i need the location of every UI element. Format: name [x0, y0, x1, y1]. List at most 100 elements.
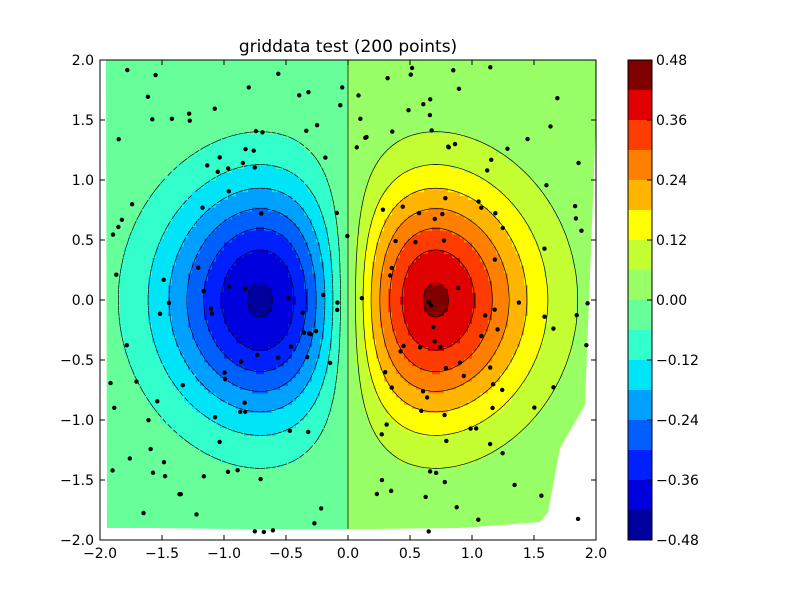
contour-cell — [106, 253, 109, 259]
contour-cell — [252, 485, 257, 491]
contour-cell — [240, 338, 245, 344]
contour-cell — [152, 520, 157, 526]
contour-cell — [252, 427, 257, 433]
contour-cell — [248, 520, 253, 526]
contour-cell — [164, 509, 169, 514]
contour-cell — [164, 501, 169, 506]
contour-cell — [184, 361, 189, 367]
contour-cell — [208, 458, 213, 464]
contour-cell — [188, 443, 193, 448]
contour-cell — [228, 311, 233, 317]
contour-cell — [172, 296, 177, 301]
contour-cell — [180, 423, 185, 429]
contour-cell — [208, 245, 213, 251]
contour-cell — [180, 180, 185, 185]
contour-cell — [176, 199, 181, 204]
contour-cell — [236, 121, 241, 127]
contour-cell — [176, 152, 181, 158]
contour-cell — [124, 203, 129, 208]
contour-cell — [106, 520, 109, 526]
contour-cell — [200, 377, 205, 382]
contour-cell — [112, 431, 117, 437]
contour-cell — [204, 385, 209, 390]
contour-cell — [228, 121, 233, 127]
contour-cell — [240, 269, 245, 274]
contour-cell — [152, 187, 157, 193]
contour-cell — [144, 493, 149, 499]
contour-cell — [256, 241, 261, 247]
contour-cell — [244, 327, 249, 332]
contour-cell — [252, 423, 257, 429]
contour-cell — [204, 79, 209, 84]
contour-cell — [196, 210, 201, 216]
contour-cell — [108, 315, 113, 320]
contour-cell — [248, 75, 253, 80]
contour-cell — [132, 276, 137, 282]
contour-cell — [220, 346, 225, 351]
contour-cell — [236, 420, 241, 425]
contour-cell — [172, 377, 177, 382]
contour-cell — [148, 75, 153, 80]
contour-cell — [252, 369, 257, 375]
contour-cell — [212, 87, 217, 92]
contour-cell — [188, 265, 193, 270]
contour-cell — [132, 319, 137, 324]
contour-cell — [188, 408, 193, 413]
contour-cell — [256, 125, 261, 131]
contour-cell — [208, 485, 213, 491]
contour-cell — [184, 435, 189, 440]
contour-cell — [180, 520, 185, 526]
contour-cell — [124, 195, 129, 200]
contour-cell — [212, 307, 217, 313]
contour-cell — [240, 431, 245, 437]
contour-cell — [176, 520, 181, 526]
contour-cell — [164, 164, 169, 169]
contour-cell — [176, 524, 181, 529]
contour-cell — [148, 420, 153, 425]
contour-cell — [132, 238, 137, 243]
contour-cell — [172, 79, 177, 84]
contour-cell — [192, 203, 197, 208]
contour-cell — [212, 466, 217, 471]
contour-cell — [116, 416, 121, 421]
contour-cell — [184, 98, 189, 104]
contour-cell — [156, 330, 161, 336]
contour-cell — [124, 369, 129, 375]
contour-cell — [120, 187, 125, 193]
contour-cell — [216, 358, 221, 363]
contour-cell — [216, 319, 221, 324]
contour-cell — [200, 516, 205, 522]
contour-cell — [188, 284, 193, 289]
contour-cell — [208, 303, 213, 309]
contour-cell — [148, 311, 153, 317]
contour-cell — [144, 210, 149, 216]
contour-cell — [252, 354, 257, 359]
contour-cell — [220, 478, 225, 483]
contour-cell — [172, 420, 177, 425]
contour-cell — [196, 350, 201, 355]
contour-cell — [128, 60, 133, 65]
contour-cell — [188, 505, 193, 510]
contour-cell — [152, 129, 157, 135]
contour-cell — [228, 443, 233, 448]
contour-cell — [204, 71, 209, 77]
contour-cell — [208, 176, 213, 181]
contour-cell — [248, 354, 253, 359]
contour-cell — [112, 361, 117, 367]
contour-cell — [200, 361, 205, 367]
contour-cell — [164, 238, 169, 243]
contour-cell — [136, 315, 141, 320]
contour-cell — [248, 311, 253, 317]
contour-cell — [128, 404, 133, 409]
contour-cell — [188, 94, 193, 100]
contour-cell — [220, 385, 225, 390]
contour-cell — [160, 311, 165, 317]
contour-cell — [216, 90, 221, 96]
contour-cell — [164, 408, 169, 413]
contour-cell — [152, 106, 157, 111]
contour-cell — [196, 307, 201, 313]
contour-cell — [168, 164, 173, 169]
contour-cell — [208, 361, 213, 367]
contour-cell — [236, 300, 241, 305]
contour-cell — [108, 234, 113, 239]
